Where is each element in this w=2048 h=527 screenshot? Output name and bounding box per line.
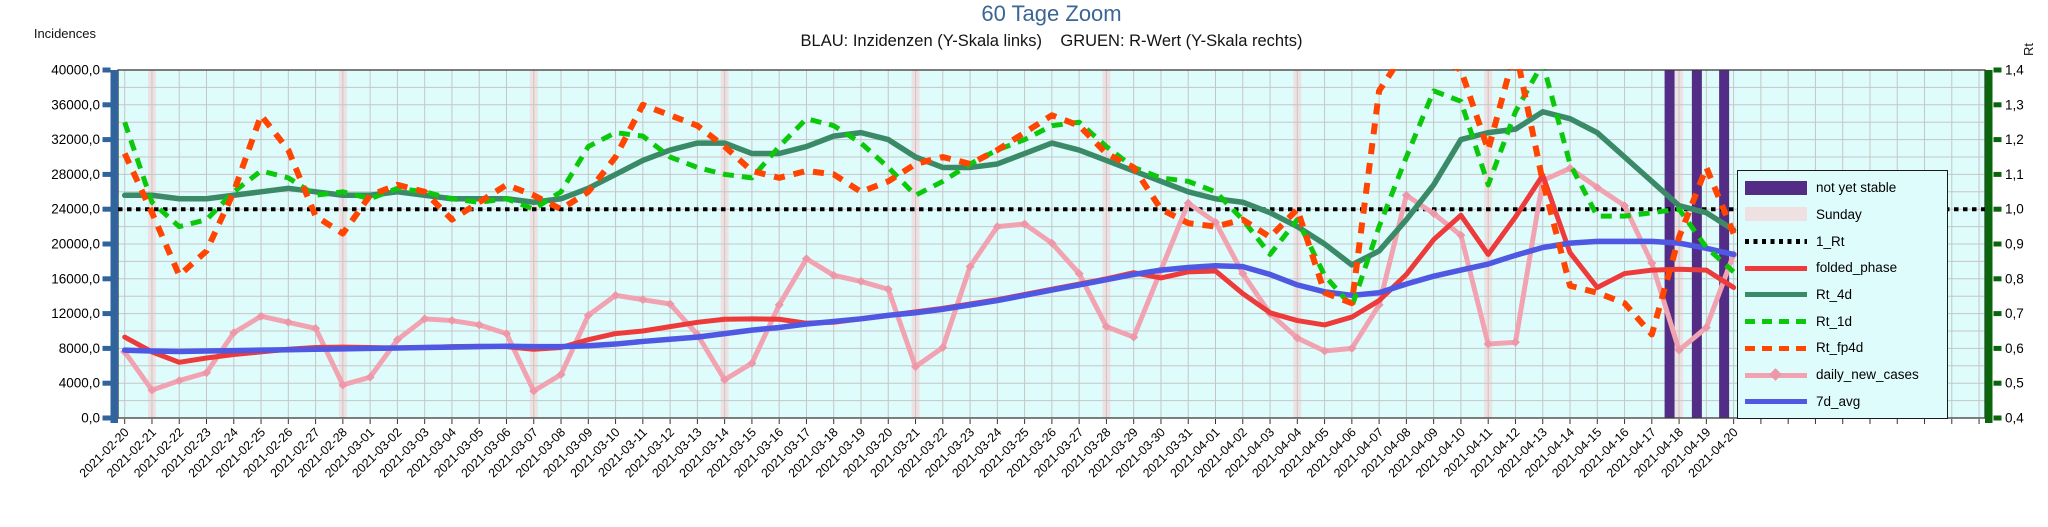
left-axis-tick-label: 20000,0	[51, 237, 100, 252]
left-axis-tick-label: 40000,0	[51, 63, 100, 78]
left-axis-bar	[110, 70, 118, 423]
right-axis-tick-label: 1,0	[2005, 202, 2024, 217]
left-axis-tick	[102, 171, 111, 177]
legend-swatch-dashed	[1745, 313, 1807, 329]
right-axis-tick	[1993, 380, 2002, 386]
left-axis-tick	[102, 276, 111, 282]
chart-title: 60 Tage Zoom	[981, 1, 1122, 26]
left-axis-tick-label: 36000,0	[51, 97, 100, 112]
legend-item: 1_Rt	[1745, 229, 1944, 253]
right-axis-tick-label: 0,9	[2005, 237, 2024, 252]
legend-item: folded_phase	[1745, 256, 1944, 280]
chart-subtitle: BLAU: Inzidenzen (Y-Skala links) GRUEN: …	[800, 32, 1303, 50]
legend-item: 7d_avg	[1745, 389, 1944, 413]
left-axis-title: Incidences	[33, 26, 96, 41]
right-axis-tick-label: 0,7	[2005, 306, 2024, 321]
left-axis-tick	[102, 415, 111, 421]
legend-box: not yet stable Sunday 1_Rt folded_phase Rt_4…	[1737, 170, 1948, 419]
right-axis-tick-label: 0,5	[2005, 376, 2024, 391]
legend-label: not yet stable	[1816, 180, 1897, 196]
left-axis-tick	[102, 67, 111, 73]
legend-label: Sunday	[1816, 206, 1862, 222]
right-axis-tick-label: 1,1	[2005, 167, 2024, 182]
legend-label: 1_Rt	[1816, 233, 1845, 249]
legend-label: Rt_fp4d	[1816, 340, 1864, 356]
right-axis-tick	[1993, 311, 2002, 317]
left-axis-tick-label: 8000,0	[59, 341, 100, 356]
right-axis-tick	[1993, 102, 2002, 108]
left-axis-tick	[102, 380, 111, 386]
legend-swatch-solid-diamond	[1745, 367, 1807, 383]
legend-label: folded_phase	[1816, 260, 1898, 276]
series-Rt_fp4d	[121, 69, 1737, 338]
right-axis-tick	[1993, 345, 2002, 351]
left-axis-tick	[102, 137, 111, 143]
legend-swatch-block	[1745, 206, 1807, 222]
not-yet-stable-band	[1719, 70, 1730, 418]
legend-label: 7d_avg	[1816, 393, 1861, 409]
right-axis-tick	[1993, 241, 2002, 247]
left-axis-tick-label: 4000,0	[59, 376, 100, 391]
left-axis-tick-label: 24000,0	[51, 202, 100, 217]
right-axis-tick-label: 1,3	[2005, 97, 2024, 112]
left-axis-tick	[102, 241, 111, 247]
legend-label: Rt_1d	[1816, 313, 1853, 329]
legend-swatch-dotted	[1745, 233, 1807, 249]
left-axis-tick-label: 32000,0	[51, 132, 100, 147]
legend-item: Rt_1d	[1745, 309, 1944, 333]
right-axis-tick	[1993, 206, 2002, 212]
right-axis-tick-label: 0,6	[2005, 341, 2024, 356]
left-axis-tick-label: 0,0	[81, 411, 100, 426]
legend-item: not yet stable	[1745, 176, 1944, 200]
legend-label: Rt_4d	[1816, 286, 1853, 302]
legend-swatch-dashed	[1745, 340, 1807, 356]
right-axis-tick	[1993, 276, 2002, 282]
left-axis-tick	[102, 345, 111, 351]
right-axis-tick-label: 0,4	[2005, 411, 2024, 426]
legend-item: Rt_4d	[1745, 282, 1944, 306]
legend-swatch-solid	[1745, 393, 1807, 409]
left-axis-tick-label: 16000,0	[51, 271, 100, 286]
series-daily_new_cases-markers	[120, 163, 1739, 396]
left-axis-tick-label: 28000,0	[51, 167, 100, 182]
right-axis-tick	[1993, 415, 2002, 421]
right-axis-tick-label: 0,8	[2005, 271, 2024, 286]
left-axis-tick	[102, 311, 111, 317]
series-group	[120, 69, 1739, 396]
legend-label: daily_new_cases	[1816, 367, 1919, 382]
legend-swatch-block	[1745, 180, 1807, 196]
legend-item: Rt_fp4d	[1745, 336, 1944, 360]
left-axis-tick	[102, 206, 111, 212]
legend-swatch-solid	[1745, 286, 1807, 302]
right-axis-title: Rt	[2021, 43, 2036, 56]
right-axis-tick	[1993, 67, 2002, 73]
right-axis-tick-label: 1,4	[2005, 63, 2024, 78]
legend-swatch-solid	[1745, 260, 1807, 276]
series-Rt_1d	[122, 69, 1736, 310]
legend-item: daily_new_cases	[1745, 363, 1944, 387]
right-axis-tick-label: 1,2	[2005, 132, 2024, 147]
left-axis-tick-label: 12000,0	[51, 306, 100, 321]
right-axis-tick	[1993, 137, 2002, 143]
legend-item: Sunday	[1745, 202, 1944, 226]
right-axis-tick	[1993, 171, 2002, 177]
series-7d_avg	[121, 238, 1737, 355]
right-axis-bar	[1985, 70, 1993, 423]
left-axis-tick	[102, 102, 111, 108]
